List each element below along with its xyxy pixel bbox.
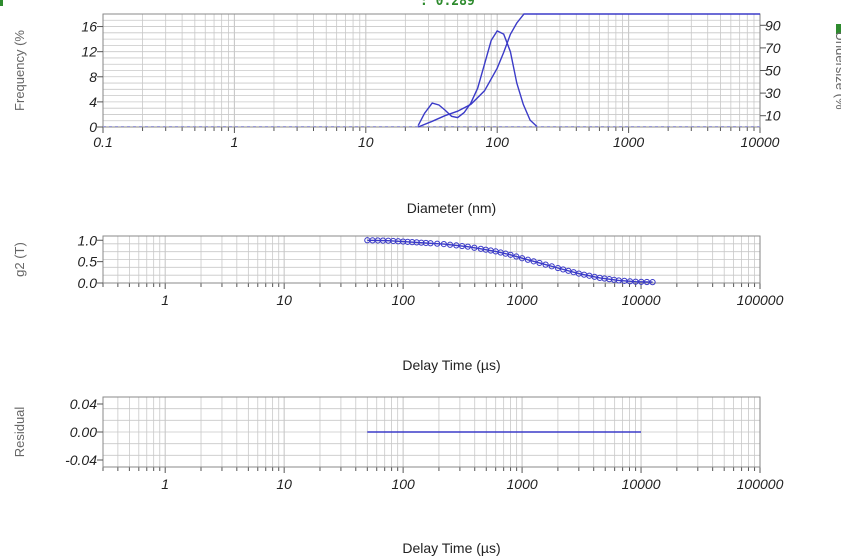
panel1-y2-tick-label: 70: [765, 40, 781, 56]
panel1-y2-tick-label: 10: [765, 108, 781, 124]
panel1-y2-tick-label: 90: [765, 17, 781, 33]
panel2-data-point: [446, 241, 454, 248]
panel3-x-tick-label: 1000: [507, 476, 538, 492]
panel3-x-axis-label: Delay Time (µs): [402, 540, 500, 556]
panel3-y-axis-label: Residual: [12, 407, 27, 458]
panel2-data-point: [518, 255, 526, 262]
panel2-data-point: [440, 241, 447, 248]
panel2-data-point: [458, 242, 466, 250]
panel2-series-1-line: [367, 239, 653, 283]
panel1-x-tick-label: 10: [358, 134, 374, 150]
panel1-y2-tick-label: 30: [765, 85, 781, 101]
panel2-x-tick-label: 100000: [737, 292, 784, 308]
header-marker: [0, 0, 3, 6]
panel2-y-tick-label: 0.0: [78, 275, 98, 291]
header-right-marker: [836, 24, 841, 34]
panel1-x-tick-label: 1000: [613, 134, 644, 150]
panel2-y-tick-label: 1.0: [78, 232, 98, 248]
panel1-y2-axis-label: Undersize (%: [833, 31, 841, 109]
panel1-x-tick-label: 100: [486, 134, 510, 150]
panel1-y-tick-label: 8: [89, 69, 97, 85]
panel1-y-tick-label: 4: [89, 94, 97, 110]
panel3-x-tick-label: 10000: [622, 476, 661, 492]
panel1-y-tick-label: 16: [81, 19, 97, 35]
panel1-x-tick-label: 1: [231, 134, 239, 150]
panel2-y-axis-label: g2 (T): [12, 242, 27, 277]
panel2-data-point: [464, 243, 471, 250]
panel1-y-tick-label: 0: [89, 119, 97, 135]
panel1-x-tick-label: 0.1: [93, 134, 112, 150]
panel3-y-tick-label: 0.04: [70, 396, 97, 412]
panel2-data-point: [427, 240, 434, 247]
panel1-x-tick-label: 10000: [741, 134, 780, 150]
panel2-data-point: [413, 239, 420, 246]
panel1-series-2-line: [417, 13, 760, 128]
panel2-data-point: [507, 251, 514, 258]
panel2-data-point: [536, 259, 543, 267]
panel1-x-axis-label: Diameter (nm): [407, 200, 496, 216]
panel1-y-tick-label: 12: [81, 44, 97, 60]
panel2-x-tick-label: 1000: [507, 292, 538, 308]
panel2-x-axis-label: Delay Time (µs): [402, 357, 500, 373]
panel2-data-point: [434, 240, 441, 247]
panel2-data-point: [530, 258, 537, 265]
panel2-data-point: [418, 239, 425, 246]
panel2-data-point: [524, 256, 531, 263]
panel2-data-point: [453, 242, 460, 249]
panel1-y2-tick-label: 50: [765, 63, 781, 79]
panel2-x-tick-label: 100: [391, 292, 415, 308]
header-value: : 0.289: [420, 0, 475, 9]
panel2-y-tick-label: 0.5: [78, 254, 98, 270]
panel2-data-point: [404, 238, 411, 245]
panel2-x-tick-label: 10: [276, 292, 292, 308]
panel2-plot-frame: [102, 235, 761, 284]
panel2-x-tick-label: 1: [161, 292, 169, 308]
panel3-x-tick-label: 100: [391, 476, 415, 492]
panel2-data-point: [409, 239, 416, 246]
panel1-series-1-line: [417, 29, 538, 127]
panel2-data-point: [542, 261, 549, 268]
panel2-data-point: [471, 244, 478, 251]
panel1-y-axis-label: Frequency (%: [12, 30, 27, 111]
panel3-x-tick-label: 100000: [737, 476, 784, 492]
panel2-data-point: [513, 253, 520, 260]
panel3-y-tick-label: 0.00: [70, 424, 97, 440]
panel2-data-point: [649, 279, 656, 286]
panel2-data-point: [422, 239, 430, 247]
panel2-x-tick-label: 10000: [622, 292, 661, 308]
panel3-x-tick-label: 10: [276, 476, 292, 492]
panel3-x-tick-label: 1: [161, 476, 169, 492]
panel2-data-point: [548, 263, 555, 270]
panel2-data-point: [400, 238, 407, 245]
panel3-y-tick-label: -0.04: [65, 452, 97, 468]
